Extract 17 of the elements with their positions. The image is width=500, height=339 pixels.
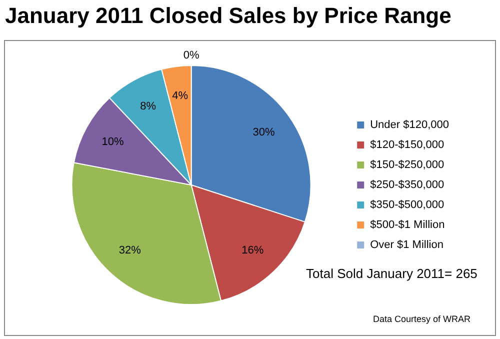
legend-label: $350-$500,000 — [370, 199, 444, 212]
legend-label: $120-$150,000 — [370, 139, 444, 152]
text: 0% — [183, 50, 200, 62]
text: Total Sold January 2011= 265 — [306, 266, 478, 281]
data-label: 4% — [172, 90, 188, 102]
legend-label: Under $120,000 — [370, 119, 450, 132]
data-label: 32% — [118, 244, 142, 256]
data-label: 30% — [252, 126, 276, 138]
data-label: 8% — [140, 100, 156, 112]
data-label: 10% — [102, 136, 124, 148]
text: Data Courtesy of WRAR — [373, 314, 471, 324]
chart-title: January 2011 Closed Sales by Price Range — [5, 3, 452, 29]
legend-label: Over $1 Million — [370, 239, 444, 252]
legend-label: $500-$1 Million — [370, 219, 445, 232]
data-label: 16% — [242, 244, 264, 256]
legend-label: $150-$250,000 — [370, 159, 444, 172]
legend-label: $250-$350,000 — [370, 179, 444, 192]
